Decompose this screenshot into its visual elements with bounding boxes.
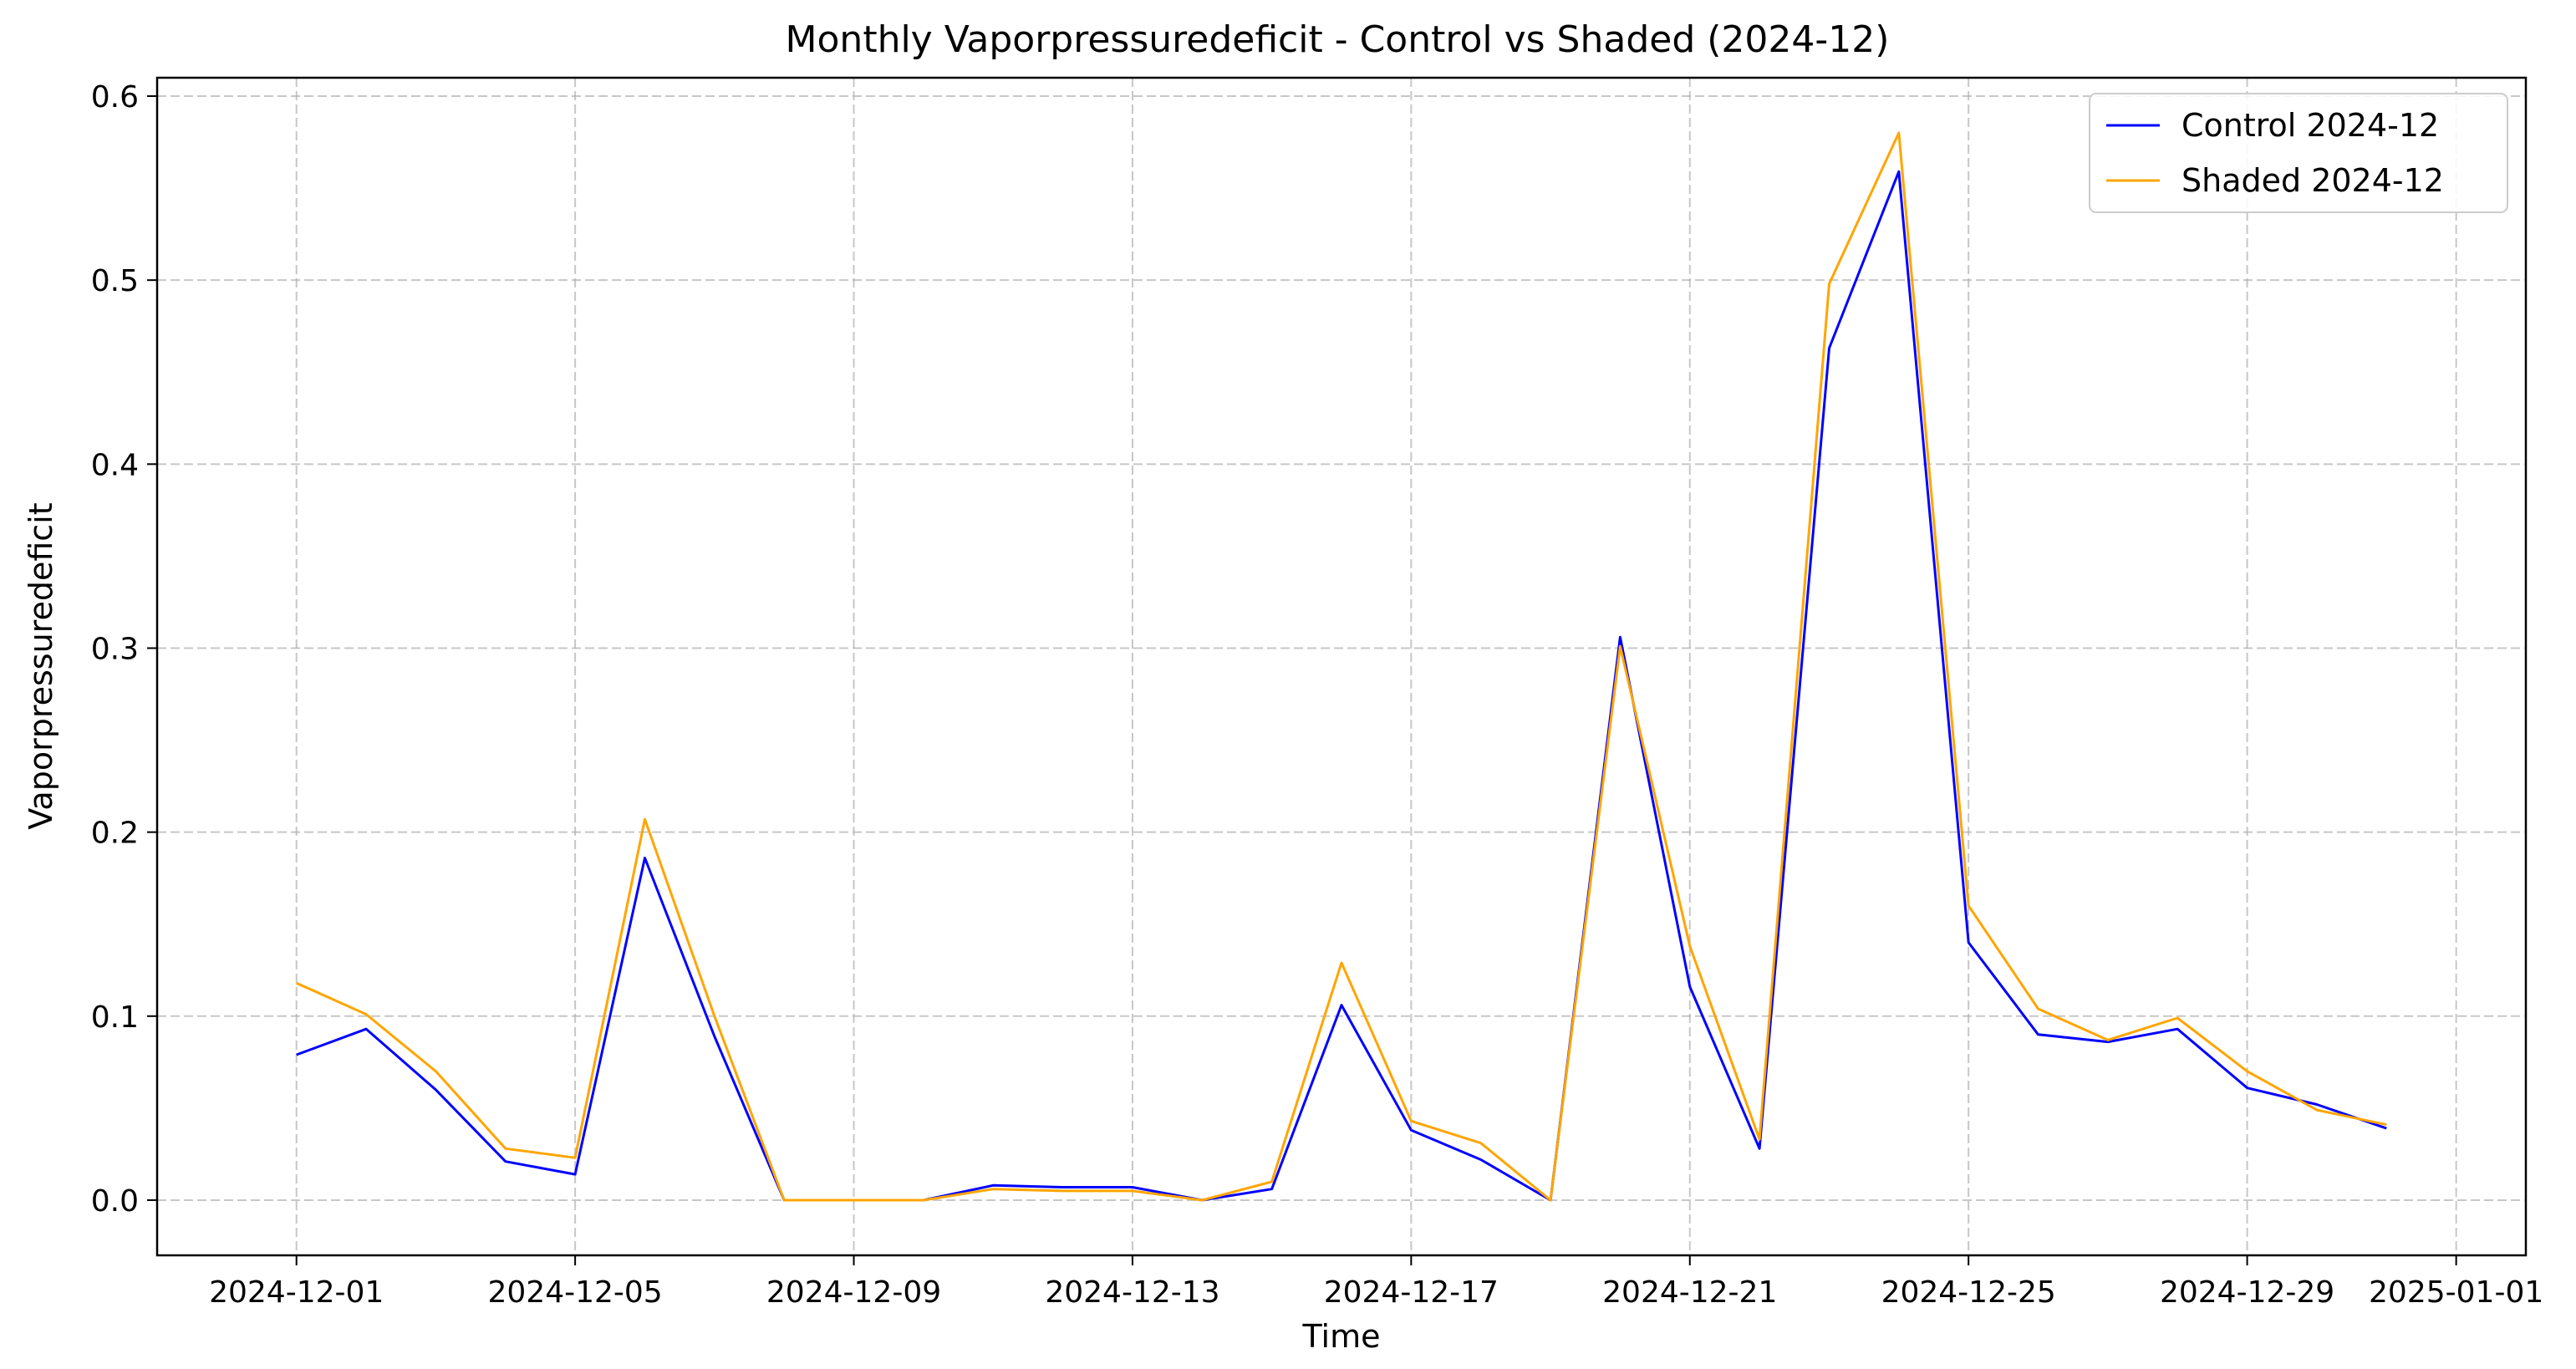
x-axis: 2024-12-01 2024-12-05 2024-12-09 2024-12-13…: [209, 1255, 2543, 1310]
x-axis-label: Time: [1302, 1318, 1381, 1355]
legend: Control 2024-12 Shaded 2024-12: [2089, 93, 2508, 213]
x-tick-label: 2024-12-09: [766, 1275, 941, 1310]
grid-lines: [157, 78, 2526, 1255]
y-axis: 0.0 0.1 0.2 0.3 0.4 0.5 0.6: [91, 80, 157, 1219]
plot-frame: [155, 76, 2528, 1257]
x-tick-label: 2024-12-13: [1045, 1275, 1219, 1310]
y-tick-label: 0.0: [91, 1184, 139, 1219]
x-tick-label: 2024-12-05: [488, 1275, 663, 1310]
x-tick-label: 2024-12-01: [209, 1275, 384, 1310]
y-tick-label: 0.2: [91, 817, 139, 851]
legend-label-1: Control 2024-12: [2181, 107, 2439, 144]
y-tick-label: 0.6: [91, 80, 139, 115]
y-tick-label: 0.1: [91, 1000, 139, 1035]
y-tick-label: 0.4: [91, 448, 139, 482]
chart-title: Monthly Vaporpressuredeficit - Control v…: [786, 18, 1890, 61]
y-tick-label: 0.5: [91, 264, 139, 298]
y-tick-label: 0.3: [91, 632, 139, 666]
x-tick-label: 2024-12-21: [1602, 1275, 1777, 1310]
x-tick-label: 2025-01-01: [2369, 1275, 2543, 1310]
x-tick-label: 2024-12-25: [1881, 1275, 2056, 1310]
legend-label-2: Shaded 2024-12: [2181, 162, 2444, 199]
x-tick-label: 2024-12-29: [2160, 1275, 2334, 1310]
y-axis-label: Vaporpressuredeficit: [23, 502, 59, 829]
series-line-1: [296, 170, 2387, 1202]
series-line-2: [296, 131, 2387, 1202]
series-lines: [296, 131, 2387, 1202]
legend-box: [2089, 93, 2508, 213]
x-tick-label: 2024-12-17: [1324, 1275, 1499, 1310]
